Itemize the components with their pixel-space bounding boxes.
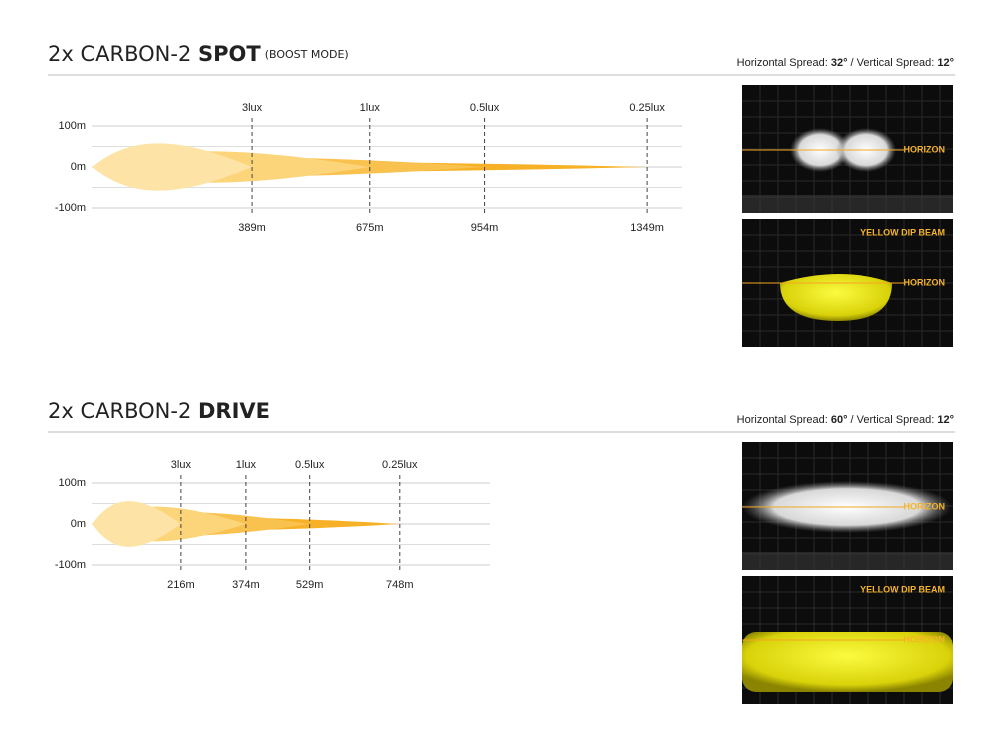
panel-title: 2x CARBON-2 DRIVE (48, 399, 270, 423)
spread-sep: / (847, 414, 856, 426)
lux-label: 0.5lux (470, 102, 500, 114)
horizon-label: HORIZON (904, 501, 946, 511)
horizon-label: HORIZON (904, 634, 946, 644)
y-tick-label: 0m (71, 518, 86, 530)
spread-h-value: 32° (831, 57, 848, 69)
y-tick-label: 0m (71, 161, 86, 173)
panel: 2x CARBON-2 DRIVE Horizontal Spread: 60° … (48, 399, 955, 704)
horizon-label: HORIZON (904, 144, 946, 154)
lux-label: 0.25lux (629, 102, 665, 114)
spread-h-value: 60° (831, 414, 848, 426)
spread-h-label: Horizontal Spread: (737, 57, 831, 69)
spread-h-label: Horizontal Spread: (737, 414, 831, 426)
distance-label: 529m (296, 579, 324, 591)
distance-label: 675m (356, 222, 384, 234)
spread: Horizontal Spread: 60° / Vertical Spread… (737, 414, 954, 426)
title-model: SPOT (198, 42, 261, 66)
distance-label: 748m (386, 579, 414, 591)
y-tick-label: 100m (58, 120, 86, 132)
title-mode: (BOOST MODE) (265, 48, 349, 61)
title-prefix: 2x CARBON-2 (48, 399, 198, 423)
spread-v-label: Vertical Spread: (857, 57, 938, 69)
spread-v-value: 12° (937, 414, 954, 426)
y-tick-label: 100m (58, 477, 86, 489)
photo-caption: YELLOW DIP BEAM (860, 227, 945, 237)
lux-label: 3lux (242, 102, 263, 114)
photo-caption: YELLOW DIP BEAM (860, 584, 945, 594)
glow (780, 274, 892, 321)
distance-label: 216m (167, 579, 195, 591)
panel: 2x CARBON-2 SPOT (BOOST MODE) Horizontal S… (48, 42, 955, 347)
spread: Horizontal Spread: 32° / Vertical Spread… (737, 57, 954, 69)
distance-label: 1349m (630, 222, 664, 234)
distance-label: 374m (232, 579, 260, 591)
lux-label: 0.5lux (295, 459, 325, 471)
beam-layer (92, 143, 253, 191)
beam-layer (92, 501, 181, 547)
spread-v-label: Vertical Spread: (857, 414, 938, 426)
distance-label: 389m (238, 222, 266, 234)
spread-v-value: 12° (937, 57, 954, 69)
title-model: DRIVE (198, 399, 270, 423)
horizon-label: HORIZON (904, 277, 946, 287)
spread-sep: / (847, 57, 856, 69)
ground (742, 552, 953, 570)
glow (742, 632, 953, 692)
ground (742, 195, 953, 213)
lux-label: 0.25lux (382, 459, 418, 471)
lux-label: 3lux (171, 459, 192, 471)
panel-title: 2x CARBON-2 SPOT (BOOST MODE) (48, 42, 349, 66)
lux-label: 1lux (360, 102, 381, 114)
y-tick-label: -100m (55, 559, 86, 571)
lux-label: 1lux (236, 459, 257, 471)
distance-label: 954m (471, 222, 499, 234)
y-tick-label: -100m (55, 202, 86, 214)
title-prefix: 2x CARBON-2 (48, 42, 198, 66)
